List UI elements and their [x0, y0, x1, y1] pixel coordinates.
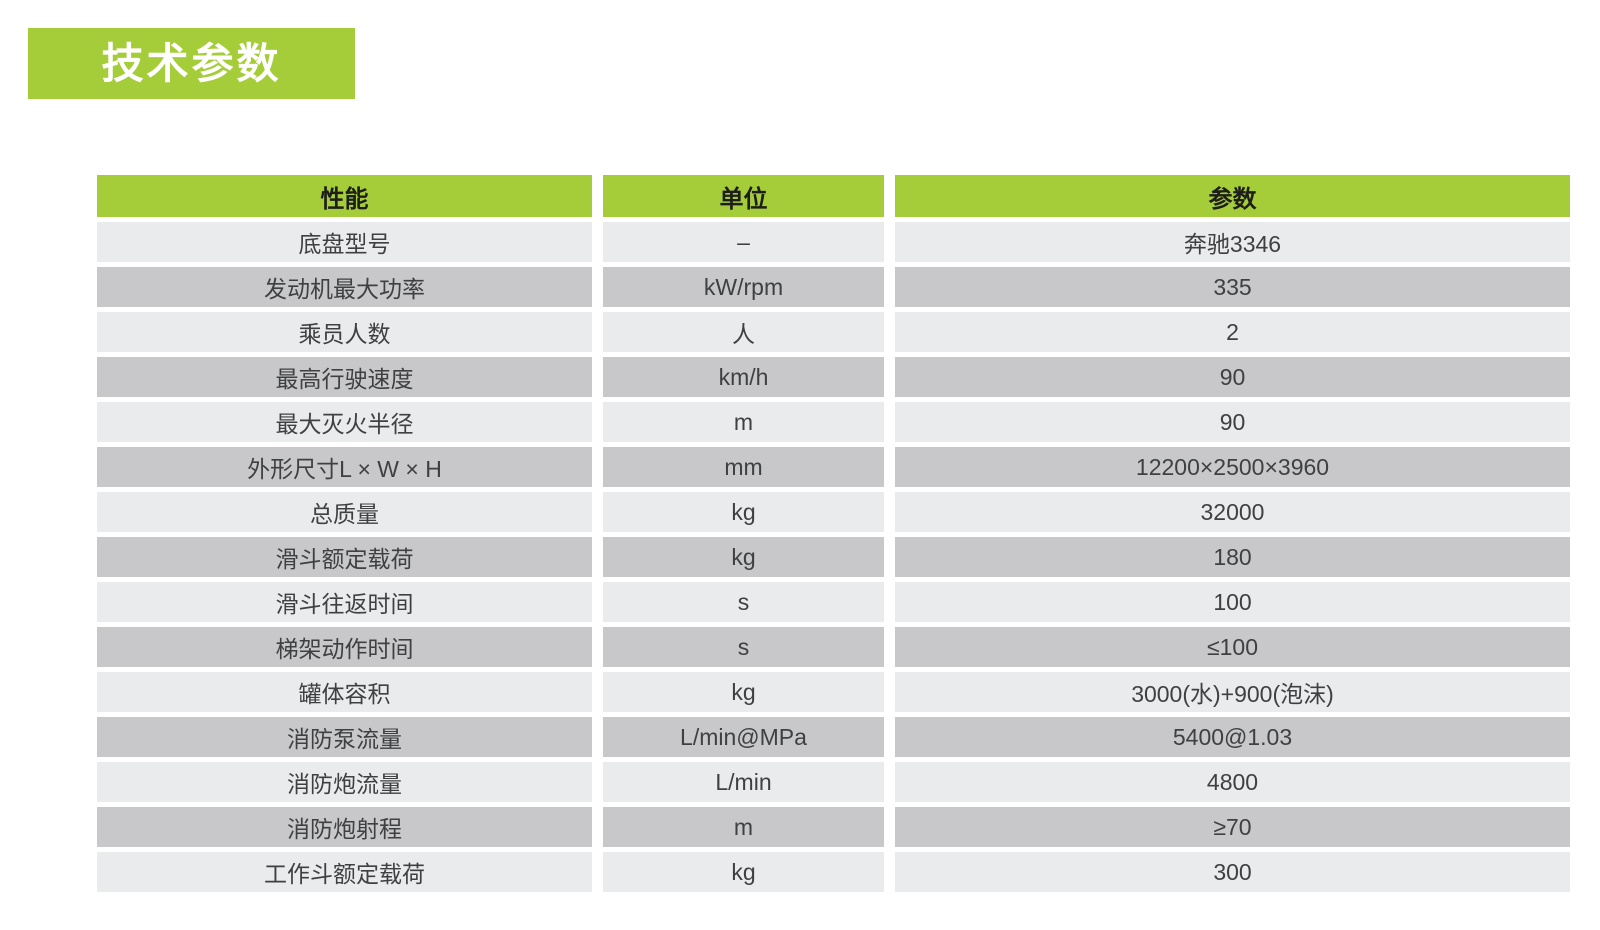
spec-unit-cell: mm	[603, 447, 884, 487]
spec-name-cell: 滑斗额定载荷	[97, 537, 592, 577]
section-title: 技术参数	[101, 39, 282, 87]
spec-name-cell: 消防炮射程	[97, 807, 592, 847]
spec-unit-cell: kg	[603, 852, 884, 892]
section-title-banner: 技术参数	[28, 28, 355, 99]
spec-name-cell: 乘员人数	[97, 312, 592, 352]
spec-unit-cell: s	[603, 627, 884, 667]
spec-name-cell: 滑斗往返时间	[97, 582, 592, 622]
spec-value-cell: 100	[895, 582, 1570, 622]
spec-value-cell: 奔驰3346	[895, 222, 1570, 262]
spec-unit-cell: 人	[603, 312, 884, 352]
column-header-unit: 单位	[603, 175, 884, 217]
spec-unit-cell: s	[603, 582, 884, 622]
spec-unit-cell: km/h	[603, 357, 884, 397]
spec-unit-cell: m	[603, 807, 884, 847]
spec-unit-cell: kg	[603, 672, 884, 712]
spec-unit-cell: kg	[603, 537, 884, 577]
spec-name-cell: 罐体容积	[97, 672, 592, 712]
spec-name-cell: 梯架动作时间	[97, 627, 592, 667]
spec-unit-cell: –	[603, 222, 884, 262]
spec-unit-cell: kW/rpm	[603, 267, 884, 307]
spec-value-cell: 90	[895, 357, 1570, 397]
spec-unit-cell: L/min	[603, 762, 884, 802]
spec-value-cell: 12200×2500×3960	[895, 447, 1570, 487]
column-header-performance: 性能	[97, 175, 592, 217]
spec-value-cell: 2	[895, 312, 1570, 352]
spec-name-cell: 最大灭火半径	[97, 402, 592, 442]
spec-value-cell: 4800	[895, 762, 1570, 802]
spec-value-cell: ≥70	[895, 807, 1570, 847]
spec-value-cell: 335	[895, 267, 1570, 307]
spec-unit-cell: L/min@MPa	[603, 717, 884, 757]
spec-value-cell: 180	[895, 537, 1570, 577]
spec-value-cell: ≤100	[895, 627, 1570, 667]
spec-value-cell: 3000(水)+900(泡沫)	[895, 672, 1570, 712]
spec-name-cell: 工作斗额定载荷	[97, 852, 592, 892]
spec-unit-cell: m	[603, 402, 884, 442]
spec-name-cell: 最高行驶速度	[97, 357, 592, 397]
spec-name-cell: 消防炮流量	[97, 762, 592, 802]
spec-name-cell: 底盘型号	[97, 222, 592, 262]
spec-name-cell: 消防泵流量	[97, 717, 592, 757]
spec-value-cell: 300	[895, 852, 1570, 892]
spec-unit-cell: kg	[603, 492, 884, 532]
column-header-parameter: 参数	[895, 175, 1570, 217]
spec-value-cell: 32000	[895, 492, 1570, 532]
spec-value-cell: 90	[895, 402, 1570, 442]
spec-name-cell: 发动机最大功率	[97, 267, 592, 307]
spec-table: 性能 单位 参数 底盘型号 – 奔驰3346 发动机最大功率 kW/rpm 335 乘员人数…	[97, 175, 1570, 892]
spec-name-cell: 总质量	[97, 492, 592, 532]
spec-value-cell: 5400@1.03	[895, 717, 1570, 757]
spec-name-cell: 外形尺寸L × W × H	[97, 447, 592, 487]
